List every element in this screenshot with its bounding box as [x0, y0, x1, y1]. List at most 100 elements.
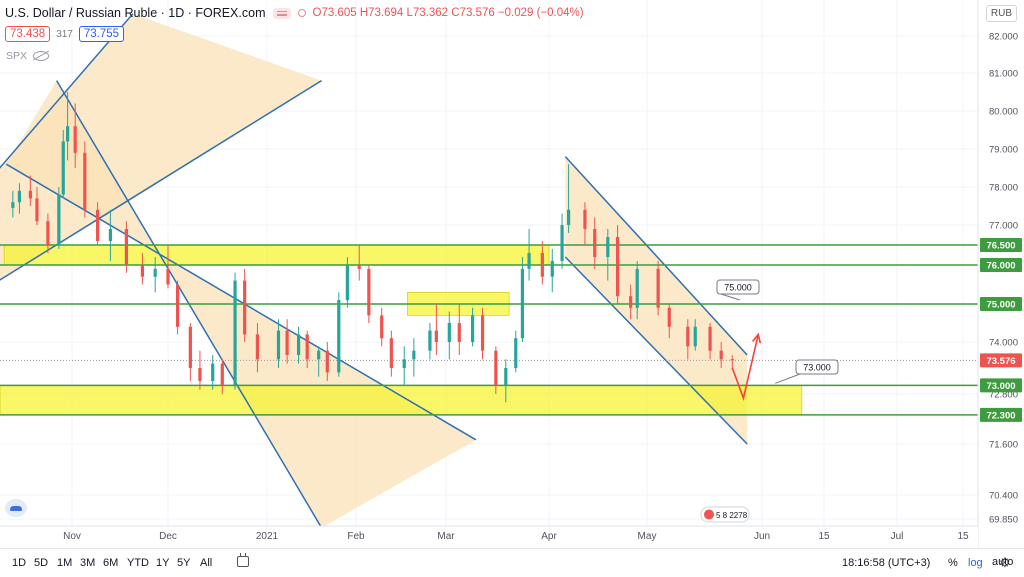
candle-body [629, 296, 633, 308]
candle-body [667, 307, 671, 327]
candle-body [520, 268, 525, 339]
trend-channel-line [564, 156, 748, 356]
candle-body [457, 323, 461, 342]
candle-body [708, 326, 712, 351]
auto-toggle[interactable]: auto [992, 556, 1014, 568]
price-tick-label: 77.000 [989, 221, 1018, 232]
callout-box [795, 359, 839, 375]
price-tick-label: 78.000 [989, 183, 1018, 194]
price-tick-label: 71.600 [989, 440, 1018, 451]
candle-body [153, 268, 157, 277]
candle-body [83, 152, 87, 210]
candle-body [276, 330, 281, 360]
tradingview-logo-icon[interactable] [5, 499, 27, 517]
candle-body [514, 338, 518, 368]
candle-body [357, 265, 361, 269]
candle-body [317, 350, 321, 360]
timeframe-3m[interactable]: 3M [80, 557, 96, 569]
candle-body [470, 315, 475, 342]
candle-body [434, 330, 438, 342]
timeframe-1y[interactable]: 1Y [156, 557, 170, 569]
candle-body [583, 209, 587, 229]
chart-legend-header: U.S. Dollar / Russian Ruble · 1D · FOREX… [5, 4, 584, 22]
candle-body [124, 229, 128, 265]
price-tick-label: 79.000 [989, 145, 1018, 156]
candle-body [480, 315, 485, 351]
candle-body [28, 190, 32, 199]
timeframe-6m[interactable]: 6M [103, 557, 119, 569]
candle-body [428, 330, 432, 351]
candle-body [730, 359, 734, 361]
time-tick-label: 2021 [256, 531, 279, 542]
candle-body [345, 265, 349, 301]
candle-body [188, 326, 192, 368]
trend-channel-fill [0, 13, 322, 280]
earnings-badge [700, 506, 750, 523]
candle-body [57, 194, 61, 245]
time-axis-background [0, 526, 978, 548]
candle-body [17, 190, 22, 203]
callout-label: 75.000 [724, 283, 752, 293]
timeframe-5y[interactable]: 5Y [177, 557, 191, 569]
level-price-tag [980, 297, 1022, 311]
percent-toggle[interactable]: % [948, 557, 958, 569]
candle-body [389, 338, 393, 368]
candle-body [198, 368, 202, 381]
candle-body [220, 363, 224, 386]
timeframe-1m[interactable]: 1M [57, 557, 73, 569]
forecast-path [731, 334, 760, 401]
candle-body [255, 334, 260, 360]
callout-pointer [720, 293, 740, 301]
timeframe-ytd[interactable]: YTD [127, 557, 149, 569]
symbol-title[interactable]: U.S. Dollar / Russian Ruble · 1D · FOREX… [5, 6, 266, 20]
level-price-tag [980, 407, 1022, 422]
compare-symbol[interactable]: SPX [6, 50, 28, 62]
clock[interactable]: 18:16:58 (UTC+3) [842, 557, 931, 569]
log-toggle[interactable]: log [968, 557, 983, 569]
bottom-toolbar: 1D 5D 1M 3M 6M YTD 1Y 5Y All 18:16:58 (U… [0, 548, 1024, 577]
time-tick-label: 15 [957, 531, 969, 542]
price-tick-label: 74.000 [989, 338, 1018, 349]
candle-body [46, 221, 50, 245]
candle-body [11, 202, 15, 208]
candle-body [166, 268, 170, 285]
candle-body [211, 363, 215, 381]
time-tick-label: May [638, 531, 657, 542]
market-status-icon [297, 9, 306, 17]
timeframe-5d[interactable]: 5D [34, 557, 49, 569]
candle-body [504, 368, 508, 386]
sell-button[interactable]: 73.438 [5, 26, 51, 42]
candle-body [73, 126, 77, 153]
hidden-eye-icon[interactable] [33, 51, 50, 61]
trend-channel-fill [565, 156, 748, 444]
level-price-tag-label: 76.500 [986, 241, 1015, 252]
timeframe-all[interactable]: All [200, 557, 213, 569]
candle-body [175, 284, 180, 327]
candle-body [686, 326, 690, 347]
candle-body [296, 334, 301, 355]
buy-button[interactable]: 73.755 [78, 26, 125, 42]
candle-body [61, 141, 65, 195]
support-resistance-zone [3, 244, 550, 266]
candle-body [243, 280, 247, 335]
time-tick-label: Mar [437, 531, 455, 542]
price-axis-background [978, 0, 1024, 548]
candle-body [693, 326, 697, 347]
price-tick-label: 70.400 [989, 491, 1018, 502]
level-price-tag-label: 76.000 [986, 261, 1015, 272]
spread-value: 317 [56, 28, 73, 40]
trend-channel-line [0, 79, 322, 281]
candle-body [285, 330, 289, 355]
candle-body [66, 126, 70, 142]
timeframe-1d[interactable]: 1D [12, 557, 27, 569]
buy-sell-panel: 73.438 317 73.755 [5, 26, 125, 42]
calendar-icon[interactable] [237, 553, 249, 567]
callout-label: 73.000 [803, 363, 831, 373]
settings-gear-icon[interactable]: ⚙ [999, 555, 1011, 570]
candle-body [305, 334, 309, 360]
currency-label[interactable]: RUB [985, 5, 1017, 22]
visibility-toggle-icon[interactable] [272, 7, 291, 19]
level-price-tag-label: 72.300 [986, 410, 1015, 421]
candle-body [140, 265, 144, 277]
